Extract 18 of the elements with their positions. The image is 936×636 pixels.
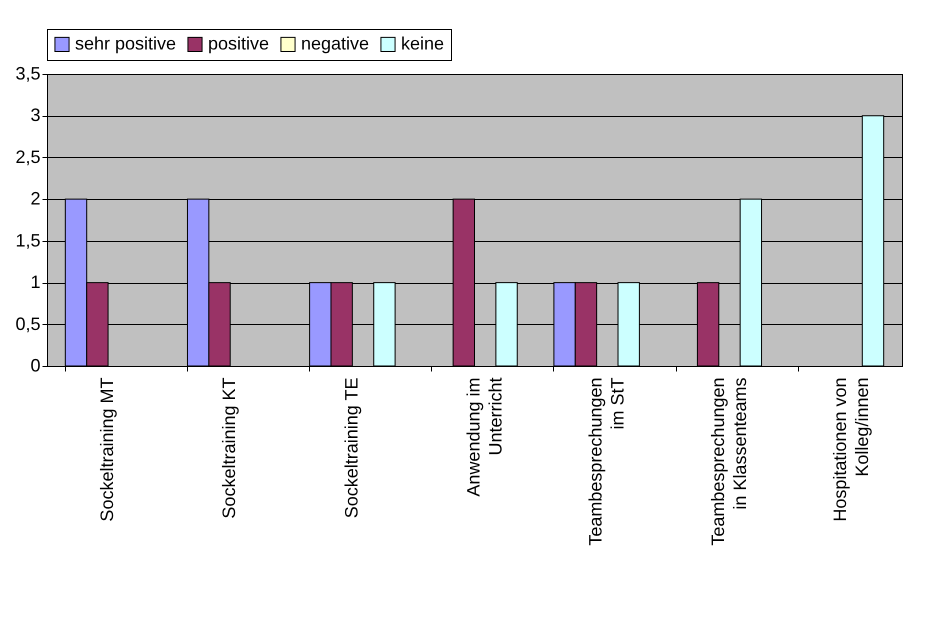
x-tick-label: Sockeltraining MT (97, 378, 118, 522)
x-tick-label: Sockeltraining KT (219, 378, 240, 519)
x-tick-label: Teambesprechungen im StT (586, 378, 628, 546)
legend-label: negative (301, 33, 370, 54)
legend-label: keine (401, 33, 444, 54)
legend-label: sehr positive (75, 33, 176, 54)
x-tick-label: Sockeltraining TE (341, 378, 362, 518)
y-tick-label: 1 (30, 272, 40, 292)
y-tick-label: 3 (30, 105, 40, 126)
y-tick-label: 3,5 (15, 64, 40, 84)
y-tick-label: 2 (30, 188, 40, 209)
y-tick-label: 2,5 (15, 146, 40, 167)
x-tick-label: Anwendung im Unterricht (464, 378, 506, 497)
x-tick-label: Hospitationen von Kolleg/innen (830, 378, 872, 522)
y-tick-label: 0 (30, 356, 40, 376)
legend-label: positive (208, 33, 270, 54)
y-tick-label: 0,5 (15, 314, 40, 334)
y-tick-label: 1,5 (15, 230, 40, 250)
